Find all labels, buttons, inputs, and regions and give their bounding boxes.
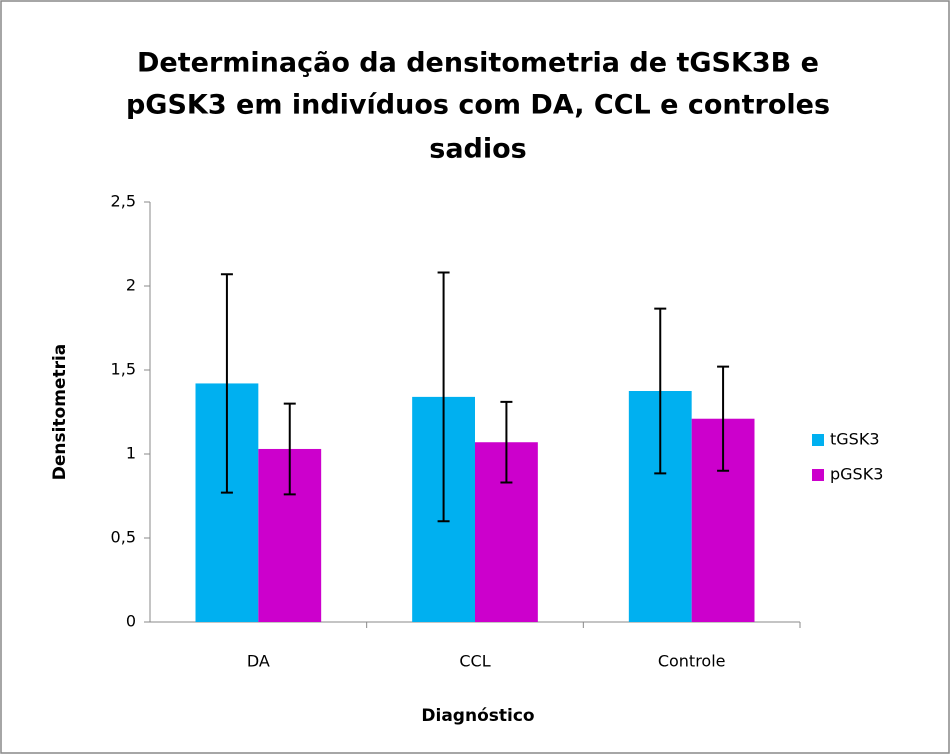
chart-title: sadios xyxy=(429,134,527,165)
error-bar xyxy=(437,271,450,523)
y-tick-label: 2 xyxy=(126,276,136,295)
y-tick-label: 1,5 xyxy=(111,360,136,379)
y-tick-label: 0,5 xyxy=(111,528,136,547)
legend-label: tGSK3 xyxy=(830,430,880,449)
legend-swatch xyxy=(812,434,824,446)
error-bar xyxy=(283,402,296,496)
x-axis-title: Diagnóstico xyxy=(421,706,534,726)
chart-title: Determinação da densitometria de tGSK3B … xyxy=(137,48,819,79)
y-tick-label: 1 xyxy=(126,444,136,463)
error-bar xyxy=(500,400,513,484)
x-tick-label: Controle xyxy=(658,652,726,671)
x-tick-label: DA xyxy=(247,652,270,671)
legend-label: pGSK3 xyxy=(830,465,883,484)
error-bar xyxy=(654,307,667,475)
legend-swatch xyxy=(812,469,824,481)
y-tick-label: 0 xyxy=(126,612,136,631)
x-tick-label: CCL xyxy=(459,652,490,671)
error-bar xyxy=(717,365,730,472)
y-axis-title: Densitometria xyxy=(50,344,70,481)
y-tick-label: 2,5 xyxy=(111,192,136,211)
chart-title: pGSK3 em indivíduos com DA, CCL e contro… xyxy=(126,90,830,121)
error-bar xyxy=(220,273,233,494)
